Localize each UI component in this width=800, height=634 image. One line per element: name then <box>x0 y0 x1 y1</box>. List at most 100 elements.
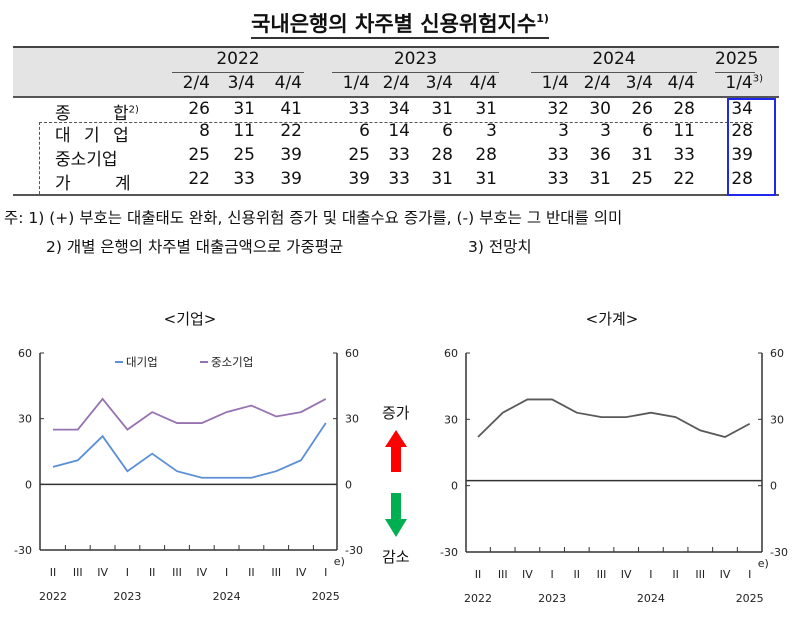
quarter-header: 4/4 <box>274 73 302 93</box>
row-label: 종 <box>55 104 71 124</box>
row-label: 가 <box>55 174 71 194</box>
row-label: 중소기업 <box>55 150 118 170</box>
y-tick-label-left: 30 <box>444 413 458 426</box>
x-category-label: III <box>172 566 182 579</box>
year-header: 2023 <box>393 49 438 69</box>
table-cell: 6 <box>642 121 653 141</box>
x-category-label: III <box>695 568 705 581</box>
forecast-highlight-box <box>727 98 776 196</box>
x-category-label: I <box>748 568 751 581</box>
y-tick-label-right: -30 <box>770 546 788 559</box>
row-footnote: 2) <box>128 104 139 116</box>
footnote-2: 2) 개별 은행의 차주별 대출금액으로 가중평균 <box>46 238 344 256</box>
quarter-header: 2/4 <box>182 73 210 93</box>
x-category-label: IV <box>196 566 207 579</box>
table-cell: 28 <box>731 169 753 189</box>
table-bottom-border <box>13 194 779 196</box>
x-year-label: 2022 <box>464 592 492 605</box>
x-category-label: I <box>126 566 129 579</box>
x-category-label: IV <box>97 566 108 579</box>
x-year-label: 2023 <box>113 590 141 603</box>
table-cell: 34 <box>388 99 410 119</box>
y-tick-label-left: 30 <box>18 413 32 426</box>
x-category-label: I <box>225 566 228 579</box>
quarter-header: 1/4 <box>342 73 370 93</box>
x-category-label: II <box>574 568 581 581</box>
table-cell: 26 <box>631 99 653 119</box>
x-category-label: II <box>50 566 57 579</box>
x-category-footnote: e) <box>334 555 345 568</box>
increase-arrow-icon <box>385 430 407 472</box>
year-header: 2024 <box>592 49 636 69</box>
quarter-header: 3/4 <box>227 73 255 93</box>
x-category-label: II <box>475 568 482 581</box>
y-tick-label-left: -30 <box>14 544 32 557</box>
quarter-header: 3/4 <box>425 73 453 93</box>
row-label: 합2) <box>113 104 139 124</box>
quarter-footnote: 3) <box>752 73 763 85</box>
subgroup-dashed-box <box>39 122 753 194</box>
row-label: 계 <box>115 174 131 194</box>
series-line-large-firms <box>52 422 327 479</box>
x-category-label: II <box>672 568 679 581</box>
y-tick-label-right: 0 <box>345 478 352 491</box>
quarter-header: 3/4 <box>625 73 653 93</box>
x-category-label: III <box>498 568 508 581</box>
y-tick-label-right: 0 <box>770 480 777 493</box>
x-category-label: II <box>149 566 156 579</box>
chart-title-household: <가계> <box>585 310 639 328</box>
table-cell: 31 <box>589 169 611 189</box>
table-cell: 36 <box>589 145 611 165</box>
table-cell: 22 <box>280 121 302 141</box>
table-cell: 33 <box>388 169 410 189</box>
table-cell: 33 <box>233 169 255 189</box>
table-cell: 28 <box>475 145 497 165</box>
title-footnote: 1) <box>536 12 549 25</box>
footnote-1: 주: 1) (+) 부호는 대출태도 완화, 신용위험 증가 및 대출수요 증가… <box>4 209 623 227</box>
legend-label: 중소기업 <box>211 355 253 369</box>
table-cell: 31 <box>431 169 453 189</box>
table-cell: 8 <box>199 121 210 141</box>
year-underline <box>172 72 304 73</box>
year-header: 2022 <box>216 49 260 69</box>
x-year-label: 2022 <box>39 590 67 603</box>
table-cell: 33 <box>388 145 410 165</box>
x-category-label: IV <box>522 568 533 581</box>
table-cell: 3 <box>600 121 611 141</box>
y-tick-label-right: 30 <box>770 413 784 426</box>
y-tick-label-right: 30 <box>345 413 359 426</box>
quarter-header: 1/4 <box>541 73 569 93</box>
table-cell: 28 <box>673 99 695 119</box>
table-cell: 34 <box>731 99 753 119</box>
x-year-label: 2023 <box>538 592 566 605</box>
y-tick-label-left: 0 <box>25 478 32 491</box>
quarter-header: 2/4 <box>583 73 611 93</box>
title-text: 국내은행의 차주별 신용위험지수 <box>251 12 537 36</box>
table-cell: 33 <box>348 99 370 119</box>
year-underline <box>531 72 697 73</box>
table-cell: 33 <box>547 169 569 189</box>
year-header: 2025 <box>715 49 759 69</box>
table-cell: 39 <box>731 145 753 165</box>
x-category-label: II <box>248 566 255 579</box>
table-cell: 28 <box>731 121 753 141</box>
y-tick-label-right: -30 <box>345 544 363 557</box>
y-tick-label-left: -30 <box>440 546 458 559</box>
quarter-header: 2/4 <box>382 73 410 93</box>
table-cell: 31 <box>475 99 497 119</box>
x-category-label: IV <box>621 568 632 581</box>
y-tick-label-left: 60 <box>18 347 32 360</box>
chart-title-corporate: <기업> <box>163 310 217 328</box>
table-cell: 30 <box>589 99 611 119</box>
series-line-smes <box>53 397 327 431</box>
table-cell: 41 <box>280 99 302 119</box>
table-cell: 31 <box>631 145 653 165</box>
table-cell: 14 <box>388 121 410 141</box>
table-cell: 31 <box>475 169 497 189</box>
table-cell: 3 <box>558 121 569 141</box>
y-tick-label-right: 60 <box>345 347 359 360</box>
table-cell: 28 <box>431 145 453 165</box>
x-year-label: 2024 <box>213 590 241 603</box>
quarter-header: 4/4 <box>469 73 497 93</box>
